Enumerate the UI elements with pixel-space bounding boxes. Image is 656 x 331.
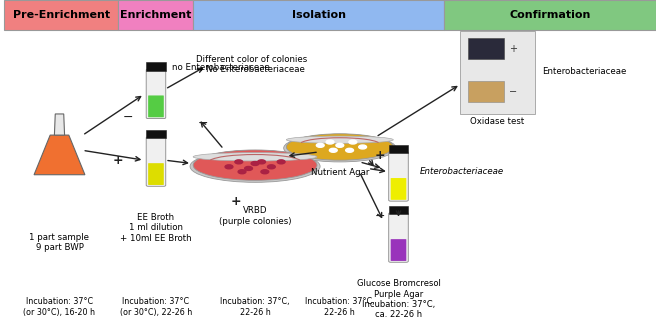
Bar	[468, 81, 504, 102]
FancyBboxPatch shape	[389, 152, 408, 201]
Bar	[146, 130, 166, 138]
Circle shape	[245, 166, 253, 170]
Bar	[389, 206, 408, 214]
Ellipse shape	[193, 150, 317, 180]
FancyBboxPatch shape	[391, 178, 406, 200]
Text: VRBD
(purple colonies): VRBD (purple colonies)	[219, 207, 291, 226]
FancyBboxPatch shape	[389, 213, 408, 262]
FancyBboxPatch shape	[391, 239, 406, 261]
Text: Incubation: 37°C
(or 30°C), 16-20 h: Incubation: 37°C (or 30°C), 16-20 h	[24, 297, 96, 317]
Circle shape	[326, 140, 334, 144]
Text: Isolation: Isolation	[292, 10, 346, 20]
FancyBboxPatch shape	[148, 95, 164, 117]
Circle shape	[235, 160, 243, 164]
Ellipse shape	[287, 136, 394, 143]
Text: Enterobacteriaceae: Enterobacteriaceae	[420, 167, 504, 176]
Bar	[193, 0, 444, 30]
Circle shape	[258, 160, 266, 164]
Circle shape	[277, 160, 285, 164]
Ellipse shape	[287, 134, 394, 160]
Text: Oxidase test: Oxidase test	[470, 117, 525, 126]
Circle shape	[359, 145, 367, 149]
Text: +: +	[509, 44, 518, 54]
Text: Incubation: 37°C
(or 30°C), 22-26 h: Incubation: 37°C (or 30°C), 22-26 h	[120, 297, 192, 317]
FancyBboxPatch shape	[146, 137, 166, 186]
Circle shape	[268, 165, 276, 169]
Text: Incubation: 37°C,
22-26 h: Incubation: 37°C, 22-26 h	[305, 297, 375, 317]
Text: no Enterobacteriaceae: no Enterobacteriaceae	[173, 63, 270, 72]
Polygon shape	[34, 135, 85, 175]
Text: +: +	[230, 195, 241, 208]
Text: Confirmation: Confirmation	[509, 10, 591, 20]
Text: EE Broth
1 ml dilution
+ 10ml EE Broth: EE Broth 1 ml dilution + 10ml EE Broth	[120, 213, 192, 243]
Polygon shape	[54, 114, 64, 135]
Text: Enrichment: Enrichment	[120, 10, 192, 20]
FancyBboxPatch shape	[146, 69, 166, 118]
Bar	[4, 0, 118, 30]
Bar	[118, 0, 193, 30]
Bar	[146, 62, 166, 71]
Text: +: +	[375, 149, 386, 162]
Text: −: −	[197, 118, 208, 130]
Circle shape	[238, 170, 246, 174]
Text: −: −	[123, 111, 133, 124]
Circle shape	[251, 162, 259, 166]
Circle shape	[261, 170, 269, 174]
Circle shape	[316, 143, 324, 147]
Text: 1 part sample
9 part BWP: 1 part sample 9 part BWP	[30, 233, 89, 252]
Circle shape	[225, 165, 233, 169]
Text: Incubation: 37°C,
22-26 h: Incubation: 37°C, 22-26 h	[220, 297, 290, 317]
Text: Different color of colonies
→ No Enterobacteriaceae: Different color of colonies → No Enterob…	[196, 55, 308, 74]
Text: Enterobacteriaceae: Enterobacteriaceae	[542, 67, 626, 75]
Ellipse shape	[283, 134, 396, 162]
Text: +: +	[113, 154, 123, 167]
FancyBboxPatch shape	[148, 163, 164, 185]
Text: −: −	[509, 87, 518, 97]
Circle shape	[336, 143, 344, 147]
Text: Nutrient Agar: Nutrient Agar	[311, 168, 369, 177]
Ellipse shape	[193, 153, 317, 161]
Bar	[468, 38, 504, 60]
Bar	[389, 145, 408, 153]
Bar	[444, 0, 656, 30]
Text: Glucose Bromcresol
Purple Agar
Incubation: 37°C,
ca. 22-26 h: Glucose Bromcresol Purple Agar Incubatio…	[357, 279, 440, 319]
Circle shape	[349, 140, 357, 144]
Text: −: −	[375, 210, 386, 223]
Circle shape	[346, 148, 354, 152]
Ellipse shape	[190, 150, 320, 182]
Text: Pre-Enrichment: Pre-Enrichment	[12, 10, 110, 20]
Bar	[461, 31, 535, 114]
Circle shape	[329, 148, 337, 152]
